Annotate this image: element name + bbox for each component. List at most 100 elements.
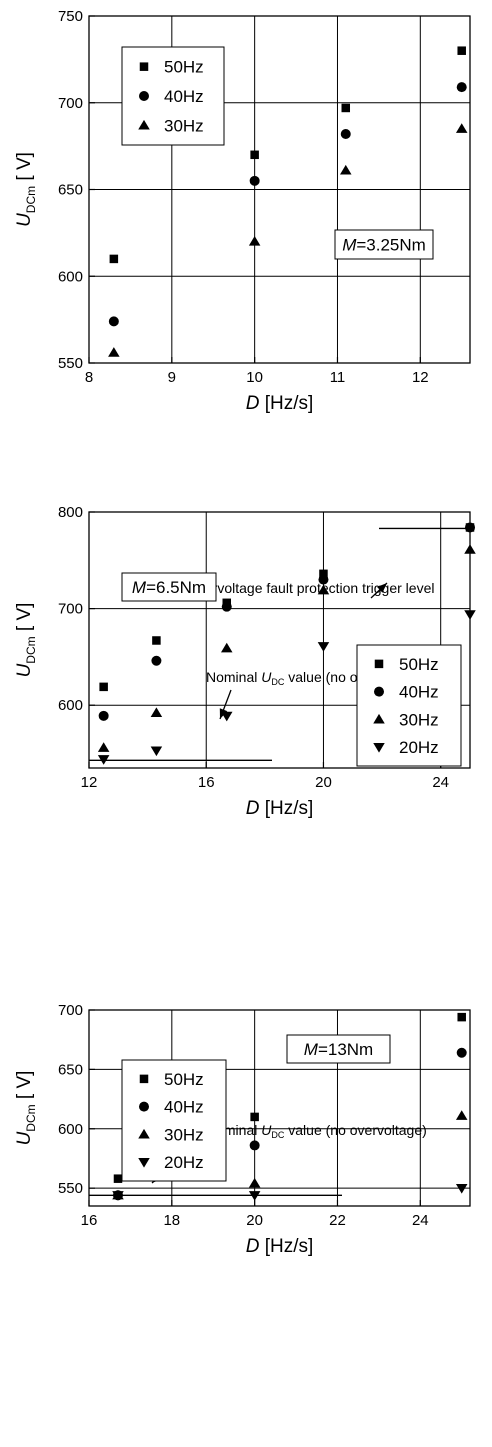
legend-label: 30Hz (164, 1125, 204, 1144)
data-point-40Hz (108, 316, 119, 327)
torque-value: =6.5Nm (146, 578, 206, 597)
x-tick-label: 22 (329, 1212, 346, 1229)
torque-annotation-box (121, 572, 217, 602)
legend-marker-30Hz (138, 1128, 150, 1139)
data-point-30Hz (455, 1110, 468, 1120)
torque-annotation-box (286, 1034, 391, 1064)
x-tick-label: 16 (81, 1212, 98, 1229)
torque-annotation: M=6.5Nm (132, 578, 206, 597)
x-axis-label-symbol: D (246, 1236, 260, 1257)
overvoltage-arrow-head (376, 583, 387, 593)
x-axis-label-symbol: D (246, 393, 260, 414)
y-axis-label-symbol: U (14, 213, 35, 227)
y-axis-label-symbol: U (14, 663, 35, 677)
x-axis-label: D [Hz/s] (246, 1236, 314, 1257)
legend-label: 30Hz (164, 116, 204, 135)
x-tick-label: 8 (85, 369, 93, 386)
series-40Hz (98, 522, 475, 721)
data-point-50Hz (250, 1112, 259, 1122)
y-tick-label: 600 (58, 1121, 83, 1138)
y-axis-label-subscript: DCm (24, 1104, 38, 1131)
data-point-20Hz (455, 1184, 468, 1194)
data-point-50Hz (99, 682, 108, 692)
chart-panel-1: 8 9 10 11 12 550 600 650 700 750 D [Hz/s] UDCm [ V]… (14, 8, 471, 414)
y-axis-label-subscript: DCm (24, 636, 38, 663)
data-point-20Hz (464, 610, 476, 620)
y-tick-label: 750 (58, 8, 83, 25)
y-tick-label: 700 (58, 95, 83, 112)
data-point-30Hz (464, 544, 476, 554)
x-tick-label: 24 (412, 1212, 429, 1229)
x-tick-label: 10 (246, 369, 263, 386)
x-tick-label: 12 (412, 369, 429, 386)
data-point-40Hz (249, 175, 260, 186)
y-tick-label: 700 (58, 1002, 83, 1019)
data-point-40Hz (456, 82, 467, 93)
legend-marker-40Hz (139, 91, 149, 101)
data-point-40Hz (456, 1047, 467, 1058)
y-axis-label-symbol: U (14, 1131, 35, 1145)
nominal-label-subscript: DC (271, 1130, 284, 1140)
legend-label: 30Hz (399, 710, 439, 729)
data-point-50Hz (109, 254, 119, 264)
x-tick-label: 24 (432, 774, 449, 791)
legend: 50Hz 40Hz 30Hz 20Hz (121, 1059, 227, 1182)
series-30Hz (108, 123, 468, 357)
data-point-20Hz (248, 1191, 261, 1201)
x-axis-label-unit: [Hz/s] (259, 1236, 313, 1257)
legend-marker-20Hz (138, 1158, 150, 1168)
data-point-50Hz (457, 1012, 466, 1022)
data-point-40Hz (98, 710, 109, 721)
nominal-udc-label: Nominal UDC value (no overvoltage) (206, 1122, 427, 1140)
data-point-20Hz (97, 755, 110, 765)
legend-label: 20Hz (164, 1153, 204, 1172)
nominal-label-symbol: U (261, 669, 272, 685)
data-point-20Hz (150, 746, 163, 757)
y-tick-label: 600 (58, 697, 83, 714)
y-tick-label: 550 (58, 355, 83, 372)
y-tick-label: 800 (58, 504, 83, 521)
y-tick-label: 550 (58, 1180, 83, 1197)
torque-symbol: M (342, 236, 357, 255)
plot-frame (88, 1009, 471, 1207)
legend-marker-50Hz (139, 1074, 149, 1084)
torque-annotation: M=13Nm (304, 1040, 373, 1059)
data-point-50Hz (113, 1174, 123, 1183)
data-point-30Hz (108, 347, 120, 357)
torque-symbol: M (304, 1040, 319, 1059)
x-axis-label: D [Hz/s] (246, 393, 314, 414)
data-point-30Hz (317, 584, 330, 595)
data-point-30Hz (340, 164, 352, 175)
x-tick-label: 9 (168, 369, 176, 386)
data-point-20Hz (112, 1191, 124, 1201)
data-point-30Hz (455, 123, 468, 133)
data-point-50Hz (457, 46, 466, 55)
series-20Hz (112, 1184, 468, 1201)
x-axis-label-unit: [Hz/s] (259, 393, 313, 414)
data-point-50Hz (250, 150, 259, 160)
legend-marker-50Hz (374, 659, 384, 669)
x-axis-label: D [Hz/s] (246, 798, 314, 819)
y-tick-label: 650 (58, 1061, 83, 1078)
torque-value: =13Nm (318, 1040, 373, 1059)
legend-label: 40Hz (164, 1098, 204, 1117)
legend-label: 50Hz (399, 655, 439, 674)
x-tick-label: 20 (246, 1212, 263, 1229)
x-tick-label: 18 (163, 1212, 180, 1229)
data-point-40Hz (249, 1140, 260, 1151)
torque-value: =3.25Nm (356, 236, 425, 255)
data-point-20Hz (220, 711, 233, 722)
y-axis-label-unit: [ V] (14, 152, 35, 186)
x-axis-label-unit: [Hz/s] (259, 798, 313, 819)
torque-annotation-box (334, 229, 434, 260)
legend-label: 20Hz (399, 738, 439, 757)
data-point-20Hz (317, 642, 330, 652)
nominal-label-pre: Nominal (206, 669, 261, 685)
legend-marker-40Hz (139, 1101, 149, 1112)
data-point-40Hz (318, 574, 329, 585)
legend-box (121, 1059, 227, 1182)
series-50Hz (113, 1012, 466, 1183)
